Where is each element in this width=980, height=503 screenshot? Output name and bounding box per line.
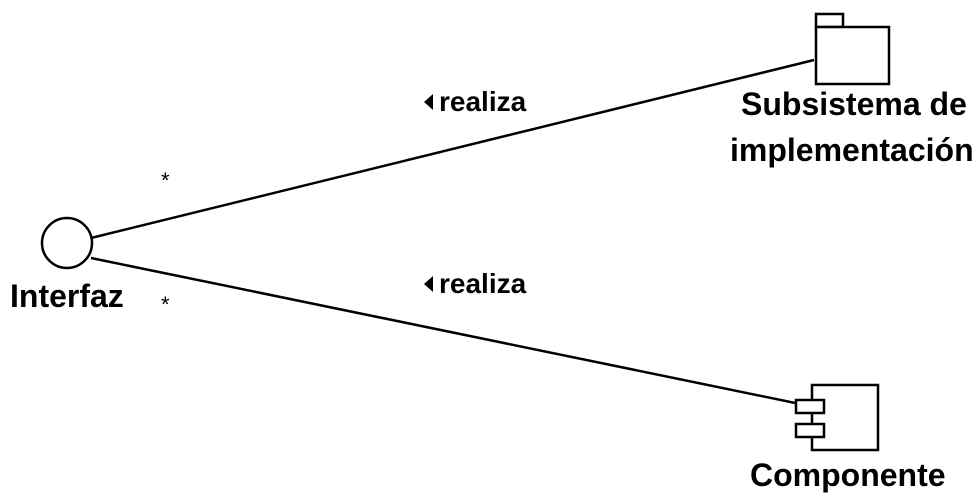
realization-label-subsystem: realiza [424, 86, 526, 118]
component-icon [794, 383, 880, 452]
relation-label-text: realiza [439, 86, 527, 117]
direction-arrow-left-icon [424, 94, 433, 110]
direction-arrow-left-icon [424, 276, 433, 292]
component-label: Componente [750, 457, 946, 493]
realization-line-component [90, 256, 806, 407]
realization-label-component: realiza [424, 268, 526, 300]
subsystem-label-line2: implementación [730, 132, 974, 168]
relation-label-text: realiza [439, 268, 527, 299]
multiplicity-component: * [161, 292, 170, 317]
interface-circle-icon [40, 216, 94, 270]
interface-label: Interfaz [10, 278, 124, 314]
multiplicity-subsystem: * [161, 168, 170, 193]
realization-line-subsystem [90, 58, 815, 240]
subsystem-label-line1: Subsistema de [741, 86, 967, 122]
subsystem-package-icon [814, 12, 891, 86]
